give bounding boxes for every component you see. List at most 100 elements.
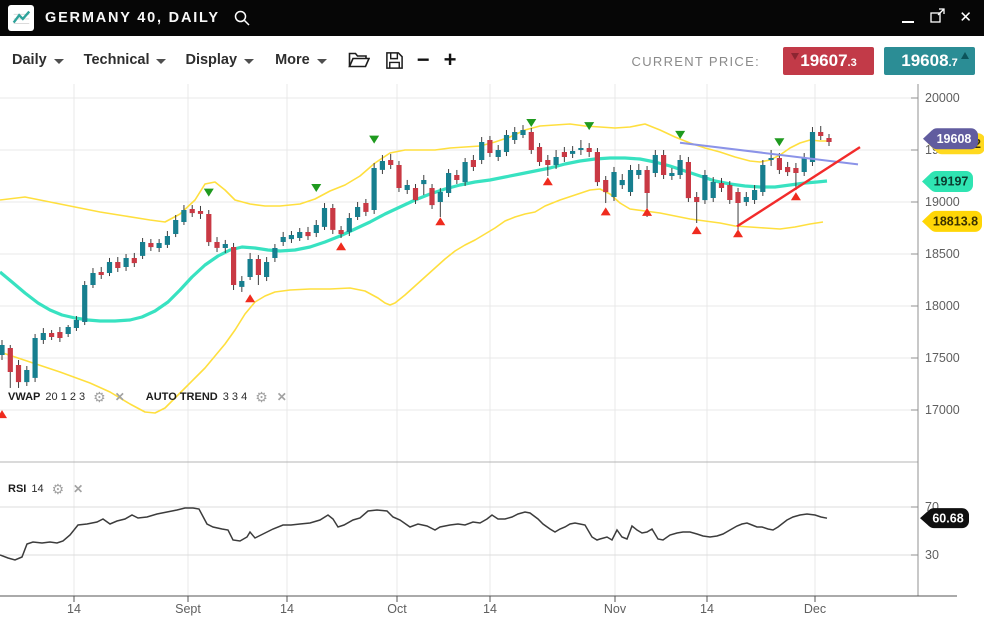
auto-trend-signals [0, 118, 801, 419]
vwap-params: 20 1 2 3 [45, 391, 86, 403]
buy-signal-arrow-icon [245, 294, 256, 303]
rsi-label: RSI [8, 483, 27, 495]
bollinger-lower-line [0, 188, 824, 414]
toolbar: Daily Technical Display More − + [0, 36, 984, 84]
buy-signal-arrow-icon [642, 207, 653, 216]
zoom-out-button[interactable]: − [416, 47, 430, 72]
sell-signal-arrow-icon [675, 130, 686, 139]
title-bar: GERMANY 40, DAILY ✕ [0, 0, 984, 36]
price-tag-18813.8: 18813.8 [922, 210, 982, 232]
price-tag-19608: 19608 [923, 128, 978, 150]
svg-text:60.68: 60.68 [932, 511, 963, 525]
buy-signal-arrow-icon [435, 217, 446, 226]
auto-trend-params: 3 3 4 [222, 391, 248, 403]
auto-trend-settings-gear-icon[interactable]: ⚙ [255, 389, 268, 405]
menu-technical[interactable]: Technical [84, 52, 167, 68]
svg-text:14: 14 [700, 602, 714, 616]
svg-text:18000: 18000 [925, 299, 960, 313]
svg-text:17500: 17500 [925, 351, 960, 365]
sell-signal-arrow-icon [774, 138, 785, 147]
svg-text:19000: 19000 [925, 195, 960, 209]
chevron-down-icon [53, 59, 64, 64]
sell-signal-arrow-icon [584, 122, 595, 131]
sell-signal-arrow-icon [311, 183, 322, 192]
window-controls: ✕ [902, 7, 972, 29]
buy-signal-arrow-icon [691, 226, 702, 235]
save-icon[interactable] [385, 51, 404, 70]
page-title: GERMANY 40, DAILY [45, 10, 220, 26]
arrow-up-icon [961, 52, 969, 59]
menu-display[interactable]: Display [185, 52, 255, 68]
svg-text:30: 30 [925, 548, 939, 562]
app-chart-icon [8, 5, 34, 31]
svg-text:14: 14 [483, 602, 497, 616]
menu-technical-label: Technical [83, 52, 150, 68]
svg-text:17000: 17000 [925, 403, 960, 417]
axis-labels: 2000019500190001850018000175001700070301… [67, 91, 960, 616]
chevron-down-icon [156, 59, 167, 64]
menu-daily[interactable]: Daily [12, 52, 64, 68]
menu-daily-label: Daily [12, 52, 47, 68]
vwap-remove-icon[interactable]: ✕ [114, 390, 125, 404]
price-tag-19197: 19197 [922, 171, 973, 193]
sell-price-button[interactable]: 19607 .3 [783, 47, 874, 75]
auto-trend-label: AUTO TREND [145, 391, 218, 403]
gridlines [0, 84, 918, 596]
svg-text:Dec: Dec [804, 602, 826, 616]
plus-icon: + [443, 47, 457, 72]
svg-text:Sept: Sept [175, 602, 201, 616]
trend-line-support [736, 146, 861, 228]
buy-price-value: 19608 [901, 51, 949, 70]
svg-text:18813.8: 18813.8 [933, 215, 978, 229]
buy-signal-arrow-icon [600, 207, 611, 216]
axes [0, 84, 957, 602]
trend-line-resistance [679, 141, 859, 166]
svg-text:14: 14 [280, 602, 294, 616]
open-folder-icon[interactable] [348, 51, 370, 70]
svg-text:19197: 19197 [934, 175, 969, 189]
menu-display-label: Display [185, 52, 238, 68]
vwap-settings-gear-icon[interactable]: ⚙ [93, 389, 106, 405]
trend-lines [679, 141, 861, 228]
auto-trend-remove-icon[interactable]: ✕ [276, 390, 287, 404]
buy-price-decimal: .7 [948, 57, 958, 69]
minus-icon: − [416, 47, 430, 72]
buy-signal-arrow-icon [336, 242, 347, 251]
chart-canvas[interactable]: 2000019500190001850018000175001700070301… [0, 84, 984, 627]
menu-more[interactable]: More [275, 52, 327, 68]
rsi-params: 14 [31, 483, 44, 495]
minimize-icon[interactable] [902, 10, 916, 26]
close-icon[interactable]: ✕ [959, 9, 972, 26]
rsi-indicator-label: RSI 14 ⚙ ✕ [8, 482, 83, 496]
menu-more-label: More [275, 52, 310, 68]
buy-signal-arrow-icon [542, 177, 553, 186]
rsi-remove-icon[interactable]: ✕ [73, 482, 84, 496]
chevron-down-icon [316, 59, 327, 64]
buy-signal-arrow-icon [790, 192, 801, 201]
overlay-indicator-labels: VWAP 20 1 2 3 ⚙ ✕ AUTO TREND 3 3 4 ⚙ ✕ [8, 390, 287, 404]
arrow-down-icon [791, 53, 799, 60]
sell-signal-arrow-icon [526, 118, 537, 127]
sell-price-decimal: .3 [847, 57, 857, 69]
buy-price-button[interactable]: 19608 .7 [884, 47, 975, 75]
svg-text:Nov: Nov [604, 602, 627, 616]
buy-signal-arrow-icon [733, 229, 744, 238]
sell-price-value: 19607 [800, 51, 848, 70]
rsi-settings-gear-icon[interactable]: ⚙ [51, 481, 65, 497]
zoom-in-button[interactable]: + [443, 47, 457, 72]
search-icon[interactable] [233, 9, 251, 27]
sell-signal-arrow-icon [369, 135, 380, 144]
rsi-line [0, 507, 828, 561]
bollinger-upper-line [0, 123, 827, 223]
sell-signal-arrow-icon [203, 188, 214, 197]
svg-text:18500: 18500 [925, 247, 960, 261]
rsi-value-tag: 60.68 [920, 508, 969, 529]
svg-text:14: 14 [67, 602, 81, 616]
current-price-label: CURRENT PRICE: [631, 53, 760, 69]
candles [0, 125, 832, 388]
current-price-group: CURRENT PRICE: 19607 .3 19608 .7 [632, 47, 975, 75]
svg-text:19608: 19608 [937, 132, 972, 146]
buy-signal-arrow-icon [0, 410, 7, 419]
popout-icon[interactable] [929, 7, 946, 29]
